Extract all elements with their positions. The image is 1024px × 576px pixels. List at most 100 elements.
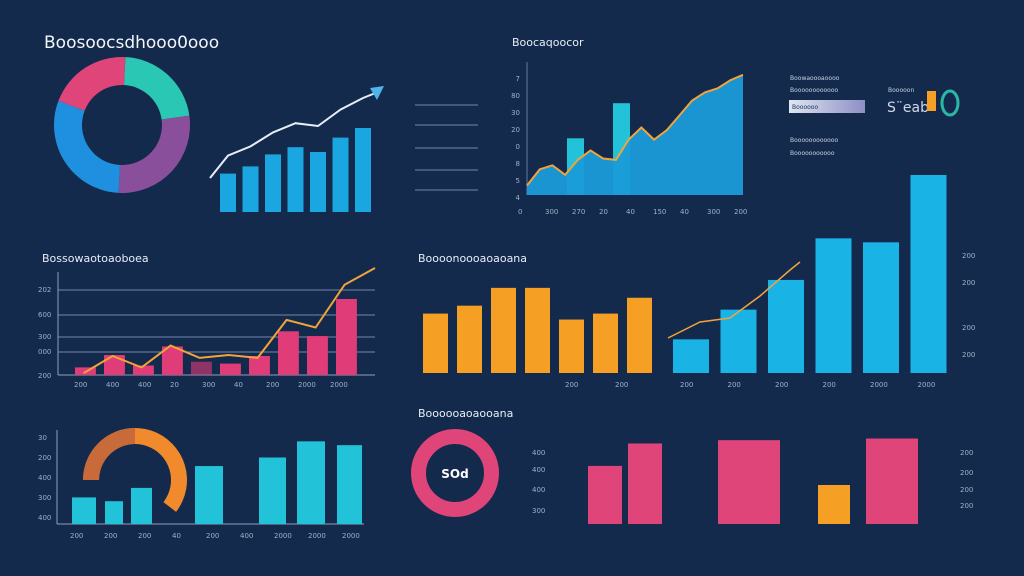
x-tick-label: 20 xyxy=(170,381,179,389)
bar xyxy=(818,484,850,524)
x-tick-label: 40 xyxy=(234,381,243,389)
x-tick-label: 200 xyxy=(775,381,788,389)
bar xyxy=(863,242,899,373)
logo-mark xyxy=(927,91,936,111)
logo-text: S¨eab xyxy=(887,100,929,116)
y-tick-label: 200 xyxy=(960,469,973,477)
bar xyxy=(195,466,223,524)
x-tick-label: 200 xyxy=(74,381,87,389)
y-tick-label: 200 xyxy=(962,351,975,359)
logo-mark xyxy=(940,89,960,117)
bar xyxy=(297,441,325,524)
bar xyxy=(337,445,362,524)
legend-gradient-bar xyxy=(789,100,865,113)
x-tick-label: 200 xyxy=(565,381,578,389)
bar xyxy=(259,457,286,524)
bar xyxy=(593,313,618,373)
gauge-arc xyxy=(83,428,135,480)
y-tick-label: 80 xyxy=(511,92,520,100)
bar xyxy=(72,497,96,524)
x-tick-label: 40 xyxy=(680,208,689,216)
trend-line xyxy=(83,267,376,374)
x-tick-label: 40 xyxy=(626,208,635,216)
x-tick-label: 200 xyxy=(138,532,151,540)
y-tick-label: 30 xyxy=(38,434,47,442)
bar xyxy=(423,313,448,373)
bar xyxy=(768,279,804,373)
y-tick-label: 8 xyxy=(516,160,520,168)
bar xyxy=(162,346,183,375)
bar xyxy=(355,128,371,212)
bar xyxy=(718,440,780,524)
y-tick-label: 200 xyxy=(960,486,973,494)
x-tick-label: 400 xyxy=(138,381,151,389)
donut-slice xyxy=(411,429,499,517)
bar xyxy=(336,299,357,375)
area-chart-title: Boocaqoocor xyxy=(512,36,584,49)
y-tick-label: 300 xyxy=(38,333,51,341)
bar xyxy=(307,336,328,375)
bar xyxy=(673,339,709,373)
y-tick-label: 300 xyxy=(38,494,51,502)
y-tick-label: 400 xyxy=(532,449,545,457)
y-tick-label: 20 xyxy=(511,126,520,134)
x-tick-label: 2000 xyxy=(274,532,292,540)
logo-caption: Booooon xyxy=(888,87,914,94)
donut-slice xyxy=(118,115,190,193)
x-tick-label: 200 xyxy=(734,208,747,216)
x-tick-label: 40 xyxy=(172,532,181,540)
y-tick-label: 7 xyxy=(516,75,520,83)
x-tick-label: 300 xyxy=(545,208,558,216)
bar xyxy=(491,287,516,373)
bar xyxy=(220,363,241,375)
x-tick-label: 2000 xyxy=(870,381,888,389)
bar xyxy=(278,331,299,375)
y-tick-label: 30 xyxy=(511,109,520,117)
legend-line: Boowaoooaoooo xyxy=(790,75,840,82)
x-tick-label: 200 xyxy=(70,532,83,540)
trend-arrow-icon xyxy=(370,86,384,100)
bar xyxy=(815,238,852,373)
bar xyxy=(191,361,212,375)
x-tick-label: 270 xyxy=(572,208,585,216)
bar xyxy=(287,147,304,212)
y-tick-label: 200 xyxy=(962,252,975,260)
x-tick-label: 200 xyxy=(728,381,741,389)
y-tick-label: 000 xyxy=(38,348,51,356)
bar xyxy=(131,487,152,524)
y-tick-label: 0 xyxy=(516,143,520,151)
x-tick-label: 2000 xyxy=(298,381,316,389)
bar xyxy=(559,319,584,373)
area-line xyxy=(526,73,744,187)
y-tick-label: 202 xyxy=(38,286,51,294)
bar xyxy=(628,443,662,524)
bar xyxy=(627,297,652,373)
y-tick-label: 200 xyxy=(960,449,973,457)
trend-line xyxy=(209,91,379,179)
bar-chart-title: Boooonoooaoaoana xyxy=(418,252,527,265)
donut-slice xyxy=(53,100,121,193)
x-tick-label: 200 xyxy=(266,381,279,389)
x-tick-label: 400 xyxy=(106,381,119,389)
dashboard-title: Boosoocsdhooo0ooo xyxy=(44,33,219,53)
donut-center-label: SOd xyxy=(441,467,468,481)
x-tick-label: 400 xyxy=(240,532,253,540)
reference-lines xyxy=(415,104,478,191)
x-tick-label: 300 xyxy=(707,208,720,216)
x-tick-label: 2000 xyxy=(342,532,360,540)
bar xyxy=(220,173,236,212)
y-tick-label: 400 xyxy=(532,486,545,494)
legend-badge: Boooooo xyxy=(792,104,818,111)
bar xyxy=(910,175,947,373)
x-tick-label: 300 xyxy=(202,381,215,389)
bar xyxy=(265,154,281,212)
combo-chart-title: Bossowaotoaoboea xyxy=(42,252,149,265)
bar xyxy=(310,152,326,212)
bar xyxy=(525,287,550,373)
x-tick-label: 200 xyxy=(823,381,836,389)
y-tick-label: 200 xyxy=(962,324,975,332)
y-tick-label: 200 xyxy=(38,454,51,462)
x-tick-label: 200 xyxy=(104,532,117,540)
bar xyxy=(133,365,154,375)
y-tick-label: 400 xyxy=(532,466,545,474)
